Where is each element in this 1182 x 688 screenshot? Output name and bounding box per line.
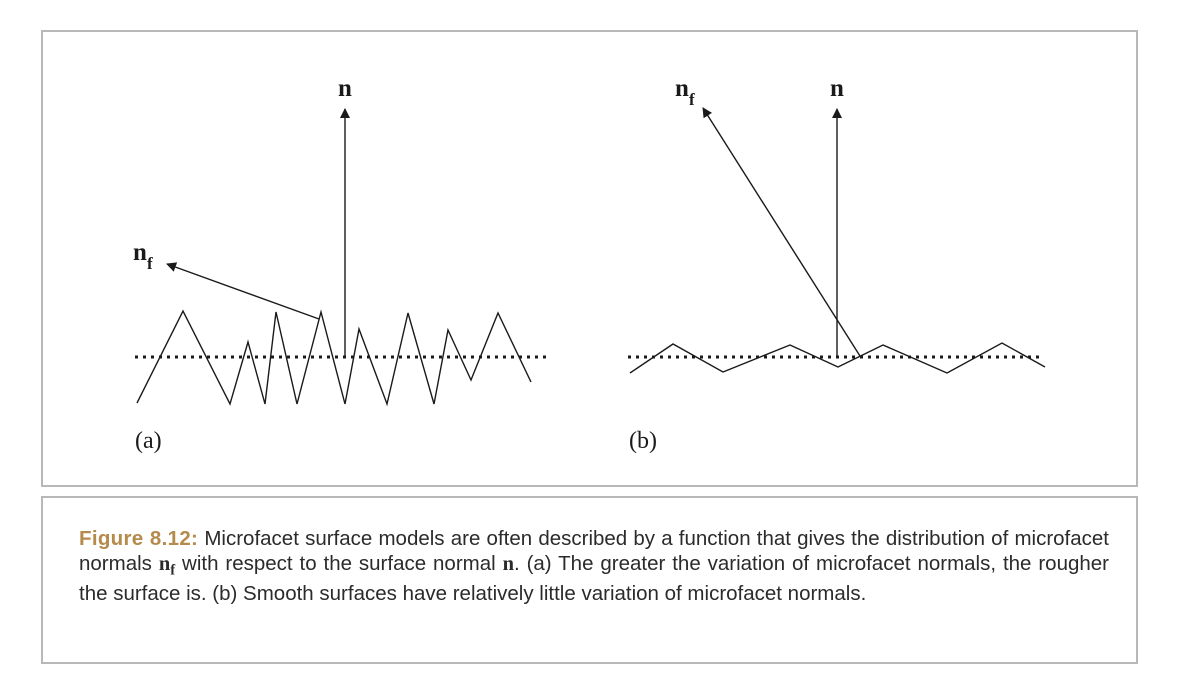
- panel-b: n n f (b): [628, 75, 1045, 454]
- facet-normal-subscript-b: f: [689, 90, 695, 109]
- panel-label-a: (a): [135, 428, 162, 454]
- figure-label: Figure 8.12:: [79, 527, 198, 550]
- facet-normal-symbol: n: [159, 553, 170, 575]
- facet-normal-label-b: n: [675, 75, 689, 102]
- surface-normal-symbol: n: [503, 553, 514, 575]
- figure-panel: n n f (a) n n f (b): [41, 30, 1138, 487]
- normal-label-b: n: [830, 75, 844, 102]
- caption-panel: Figure 8.12: Microfacet surface models a…: [41, 496, 1138, 664]
- panel-a: n n f (a): [133, 75, 547, 454]
- normal-label-a: n: [338, 75, 352, 102]
- panel-label-b: (b): [629, 428, 657, 454]
- facet-normal-arrow-a: [167, 264, 319, 319]
- figure-caption: Figure 8.12: Microfacet surface models a…: [79, 527, 1109, 607]
- facet-normal-subscript-a: f: [147, 254, 153, 273]
- facet-normal-label-a: n: [133, 239, 147, 266]
- caption-text-part2: with respect to the surface normal: [175, 552, 502, 575]
